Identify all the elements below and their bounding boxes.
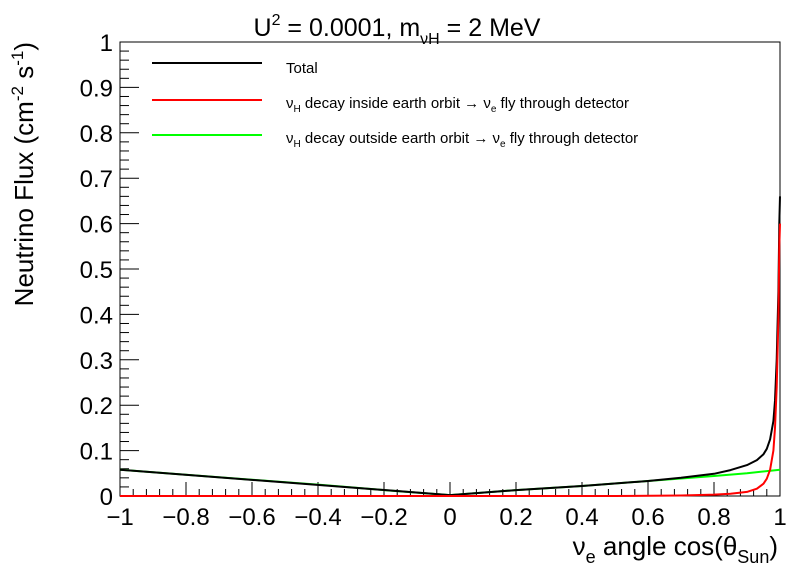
legend: Total νH decay inside earth orbit → νe f… <box>152 60 638 150</box>
chart-title: U2 = 0.0001, mνH = 2 MeV <box>254 12 541 48</box>
title-sup: 2 <box>272 12 281 29</box>
x-tick-label: −0.8 <box>162 504 209 531</box>
legend-label-inside: νH decay inside earth orbit → νe fly thr… <box>286 95 629 115</box>
y-tick-label: 0.2 <box>80 393 113 420</box>
x-tick-label: −1 <box>106 504 133 531</box>
x-tick-label: 0.6 <box>631 504 664 531</box>
series-line-inside-orbit <box>120 223 781 497</box>
axis-ticks <box>119 41 781 497</box>
series-line-total <box>119 196 781 497</box>
x-tick-label: 0.2 <box>499 504 532 531</box>
y-tick-label: 0.6 <box>80 212 113 239</box>
y-tick-label: 0.9 <box>80 75 113 102</box>
axis-tick-labels: −1 −0.8 −0.6 −0.4 −0.2 0 0.2 0.4 0.6 0.8 1 0 0.1 0.2 0… <box>80 30 787 531</box>
x-axis-title: νe angle cos(θSun) <box>573 531 778 567</box>
y-tick-label: 1 <box>100 30 113 57</box>
x-tick-label: 0 <box>443 504 456 531</box>
legend-label-total: Total <box>286 60 318 77</box>
y-tick-label: 0.5 <box>80 257 113 284</box>
x-tick-label: −0.2 <box>360 504 407 531</box>
x-tick-label: 1 <box>773 504 786 531</box>
y-tick-label: 0 <box>100 484 113 511</box>
y-tick-label: 0.3 <box>80 348 113 375</box>
y-tick-label: 0.7 <box>80 166 113 193</box>
x-tick-label: −0.4 <box>294 504 341 531</box>
x-tick-label: 0.8 <box>697 504 730 531</box>
y-tick-label: 0.1 <box>80 439 113 466</box>
y-axis-title: Neutrino Flux (cm-2 s-1) <box>8 42 39 306</box>
y-tick-label: 0.8 <box>80 121 113 148</box>
x-tick-label: 0.4 <box>565 504 598 531</box>
title-sub: νH <box>420 31 440 48</box>
y-tick-label: 0.4 <box>80 302 113 329</box>
x-tick-label: −0.6 <box>228 504 275 531</box>
series-lines <box>119 196 781 497</box>
legend-label-outside: νH decay outside earth orbit → νe fly th… <box>286 130 638 150</box>
